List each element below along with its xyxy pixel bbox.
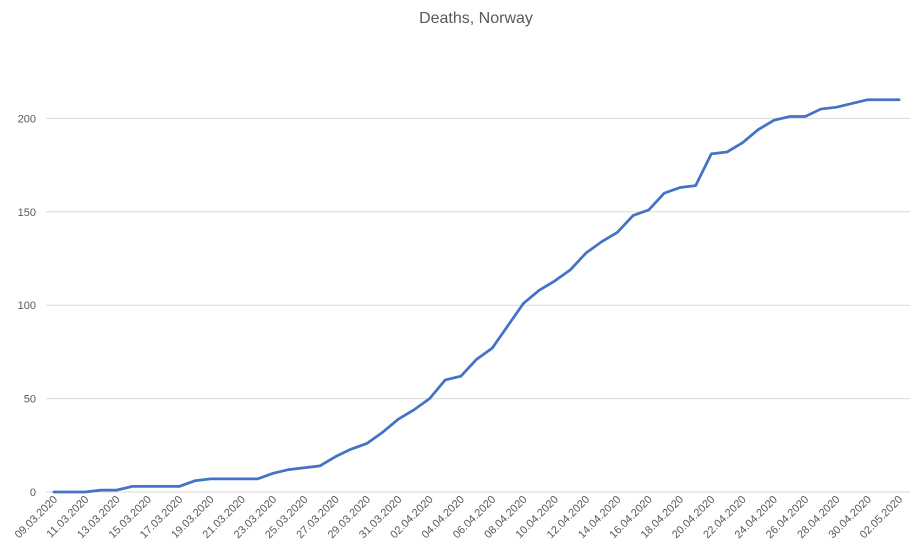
series-line	[52, 98, 901, 494]
y-tick-label: 50	[24, 394, 36, 406]
y-tick-label: 150	[18, 207, 36, 219]
chart-title: Deaths, Norway	[419, 10, 533, 27]
y-tick-label: 200	[18, 113, 36, 125]
y-tick-label: 100	[18, 300, 36, 312]
y-tick-label: 0	[30, 487, 36, 499]
